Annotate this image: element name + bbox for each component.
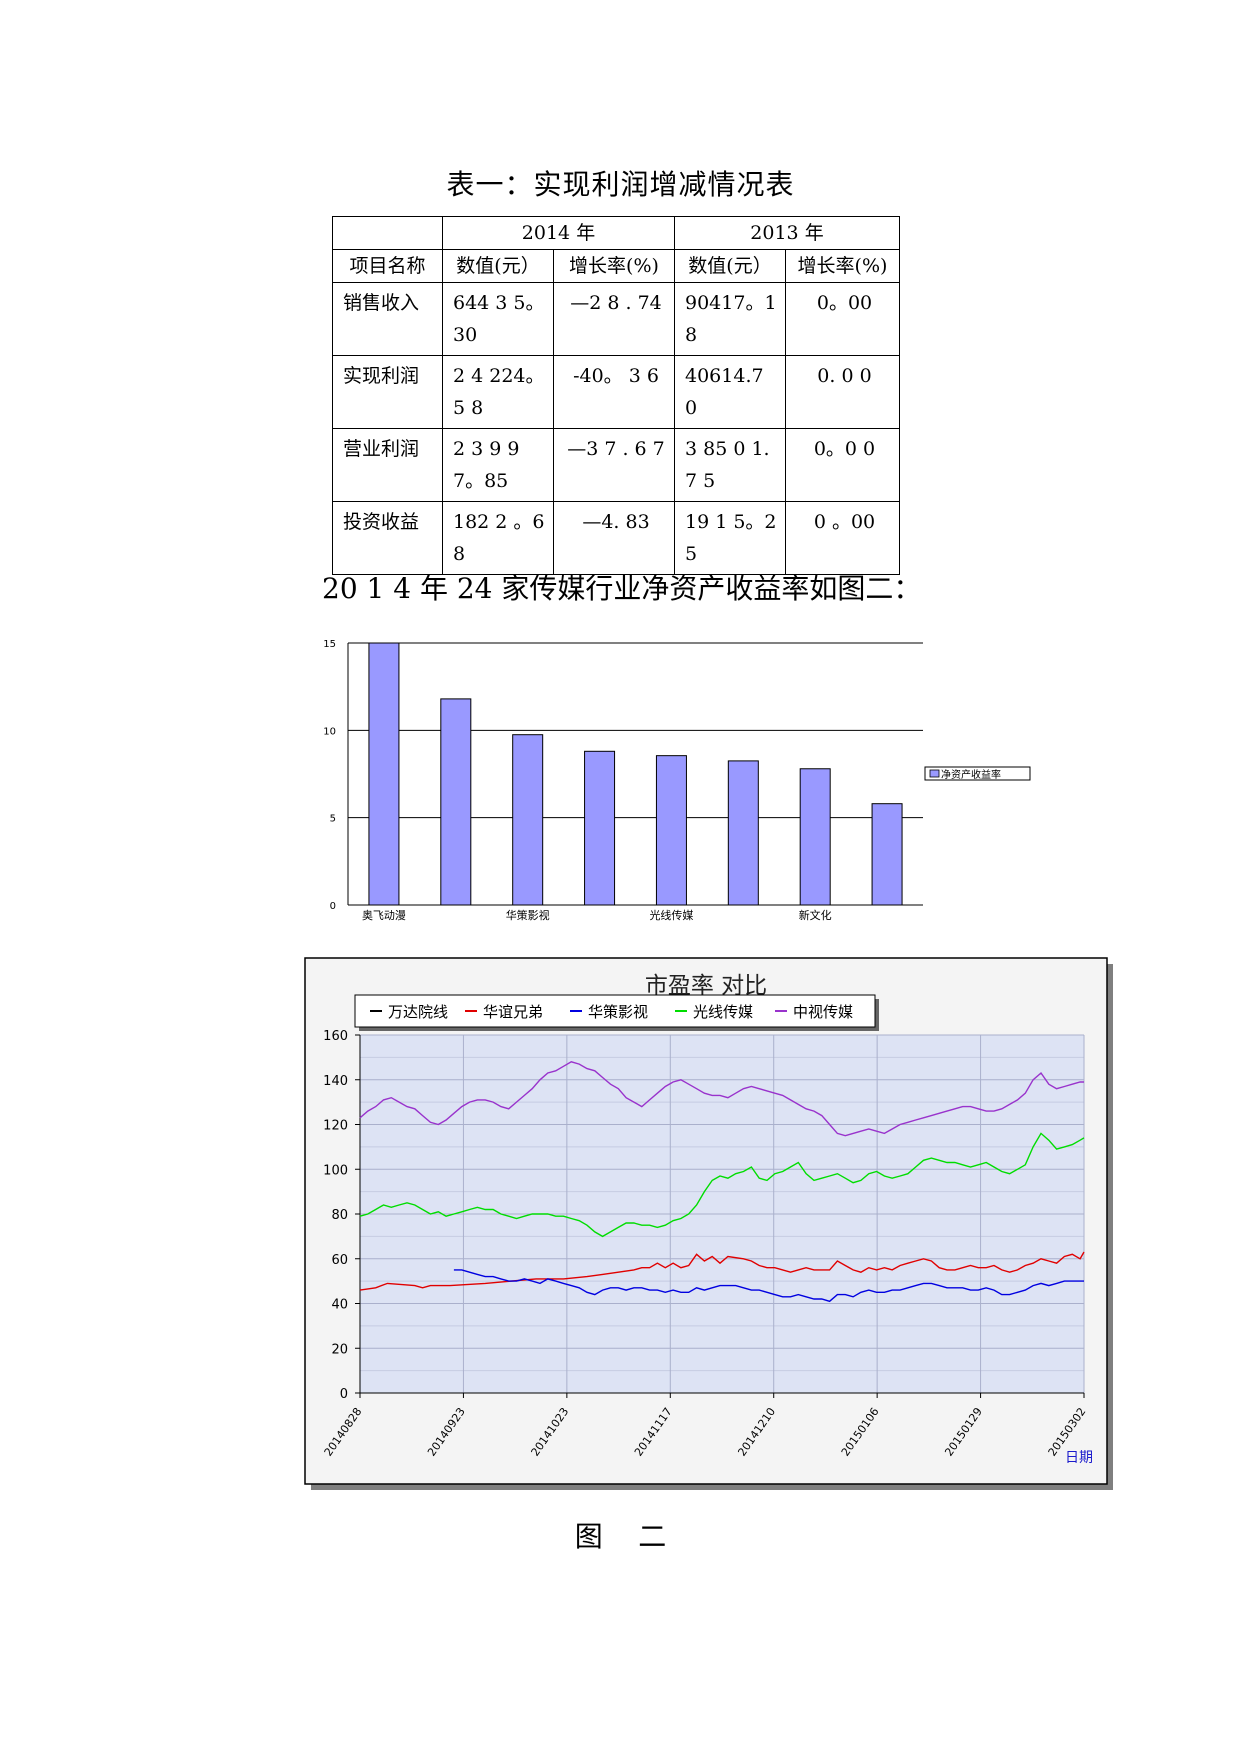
year-2014-header: 2014 年 <box>442 216 675 250</box>
bar <box>871 803 903 906</box>
growth-2013: 0。00 <box>785 282 900 356</box>
legend: 万达院线 华谊兄弟 华策影视 光线传媒 中视传媒 <box>354 994 879 1031</box>
y-tick-label: 100 <box>323 1163 348 1178</box>
growth-2014: —4. 83 <box>553 501 675 575</box>
y-tick-label: 120 <box>323 1119 348 1134</box>
series-line <box>359 1132 1085 1238</box>
row-name: 实现利润 <box>332 355 443 429</box>
value-2014: 2 4 224。5 8 <box>442 355 554 429</box>
value-2013: 40614.7 0 <box>674 355 786 429</box>
growth-2014: —3 7 . 6 7 <box>553 428 675 502</box>
table-row: 投资收益 182 2 。68 —4. 83 19 1 5。2 5 0 。00 <box>332 501 900 575</box>
legend-label: 华谊兄弟 <box>483 1003 543 1021</box>
table-row: 营业利润 2 3 9 9 7。85 —3 7 . 6 7 3 85 0 1. 7… <box>332 428 900 502</box>
value-2013: 19 1 5。2 5 <box>674 501 786 575</box>
growth-2013: 0。0 0 <box>785 428 900 502</box>
bar <box>512 734 544 906</box>
legend-label: 光线传媒 <box>693 1003 753 1021</box>
table-row: 实现利润 2 4 224。5 8 -40。 3 6 40614.7 0 0. 0… <box>332 355 900 429</box>
y-tick-label: 40 <box>331 1298 348 1313</box>
column-header: 增长率(%) <box>785 249 900 283</box>
table-year-row: 2014 年 2013 年 <box>332 216 900 250</box>
legend-box <box>924 766 1031 781</box>
bar <box>368 642 400 906</box>
table-row: 销售收入 644 3 5。30 —2 8 . 74 90417。1 8 0。00 <box>332 282 900 356</box>
y-tick-label: 5 <box>330 814 336 825</box>
series-line <box>359 1061 1084 1137</box>
column-header: 项目名称 <box>332 249 443 283</box>
y-tick-label: 20 <box>331 1342 348 1357</box>
profit-table: 2014 年 2013 年 项目名称 数值(元） 增长率(%) 数值(元） 增长… <box>332 216 900 575</box>
table-corner-cell <box>332 216 443 250</box>
bar <box>799 768 831 906</box>
value-2014: 644 3 5。30 <box>442 282 554 356</box>
legend-label: 万达院线 <box>388 1003 448 1021</box>
growth-2014: —2 8 . 74 <box>553 282 675 356</box>
bar <box>727 760 759 906</box>
roe-paragraph: 20 1 4 年 24 家传媒行业净资产收益率如图二： <box>322 572 922 605</box>
row-name: 销售收入 <box>332 282 443 356</box>
legend: 净资产收益率 <box>924 766 1031 781</box>
bar <box>584 750 616 906</box>
column-header: 数值(元） <box>442 249 554 283</box>
legend-label: 中视传媒 <box>793 1003 853 1021</box>
y-tick-label: 0 <box>340 1387 348 1402</box>
y-tick-label: 140 <box>323 1074 348 1089</box>
figure-caption: 图 二 <box>574 1520 667 1553</box>
value-2013: 3 85 0 1. 7 5 <box>674 428 786 502</box>
legend-label: 华策影视 <box>588 1003 648 1021</box>
legend-swatch <box>929 769 940 778</box>
series-line <box>359 1251 1085 1291</box>
table-header-row: 项目名称 数值(元） 增长率(%) 数值(元） 增长率(%) <box>332 249 900 283</box>
y-tick-label: 60 <box>331 1253 348 1268</box>
bar <box>655 755 687 906</box>
y-tick-label: 80 <box>331 1208 348 1223</box>
growth-2013: 0. 0 0 <box>785 355 900 429</box>
growth-2014: -40。 3 6 <box>553 355 675 429</box>
column-header: 增长率(%) <box>553 249 675 283</box>
column-header: 数值(元） <box>674 249 786 283</box>
x-tick-label: 光线传媒 <box>649 908 693 922</box>
legend-label: 净资产收益率 <box>941 768 1001 781</box>
value-2014: 182 2 。68 <box>442 501 554 575</box>
row-name: 投资收益 <box>332 501 443 575</box>
y-tick-label: 160 <box>323 1029 348 1044</box>
x-tick-label: 新文化 <box>799 908 832 922</box>
series-line <box>453 1269 1084 1303</box>
x-tick-label: 奥飞动漫 <box>362 908 406 922</box>
value-2013: 90417。1 8 <box>674 282 786 356</box>
row-name: 营业利润 <box>332 428 443 502</box>
y-tick-label: 15 <box>323 639 336 650</box>
y-tick-label: 0 <box>330 901 336 912</box>
bar <box>440 698 472 906</box>
year-2013-header: 2013 年 <box>674 216 900 250</box>
y-tick-label: 10 <box>323 726 336 737</box>
value-2014: 2 3 9 9 7。85 <box>442 428 554 502</box>
table-title: 表一：实现利润增减情况表 <box>446 168 795 201</box>
growth-2013: 0 。00 <box>785 501 900 575</box>
roe-bar-chart: 0 5 10 15 奥飞动漫 华策影视 光线传媒 新文化 净资产收益率 <box>323 639 1031 922</box>
legend-box <box>354 994 876 1028</box>
x-tick-label: 华策影视 <box>506 908 550 922</box>
x-axis-title: 日期 <box>1065 1450 1093 1466</box>
